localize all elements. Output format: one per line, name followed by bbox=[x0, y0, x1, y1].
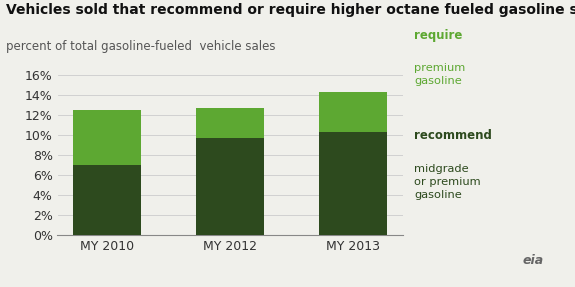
Text: require: require bbox=[414, 29, 462, 42]
Bar bbox=[196, 108, 264, 138]
Text: recommend: recommend bbox=[414, 129, 492, 142]
Bar bbox=[319, 92, 387, 132]
Text: Vehicles sold that recommend or require higher octane fueled gasoline sales: Vehicles sold that recommend or require … bbox=[6, 3, 575, 17]
Text: eia: eia bbox=[522, 254, 543, 267]
Bar bbox=[319, 132, 387, 235]
Bar bbox=[73, 110, 141, 165]
Bar bbox=[73, 165, 141, 235]
Bar bbox=[196, 138, 264, 235]
Text: midgrade
or premium
gasoline: midgrade or premium gasoline bbox=[414, 164, 481, 200]
Text: percent of total gasoline-fueled  vehicle sales: percent of total gasoline-fueled vehicle… bbox=[6, 40, 275, 53]
Text: premium
gasoline: premium gasoline bbox=[414, 63, 465, 86]
